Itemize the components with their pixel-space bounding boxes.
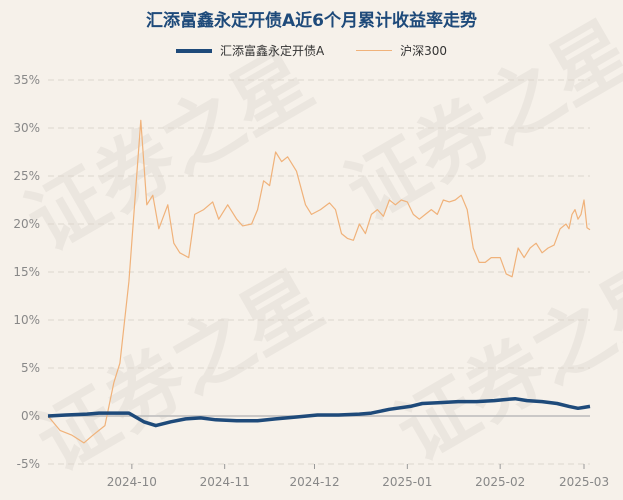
x-tick-label: 2025-02 — [475, 475, 525, 489]
grid-lines — [48, 79, 590, 465]
y-tick-label: 30% — [13, 121, 40, 135]
y-tick-label: 25% — [13, 169, 40, 183]
x-axis: 2024-10 2024-11 2024-12 2025-01 2025-02 2025-… — [107, 464, 609, 489]
legend-item-fund[interactable]: 汇添富鑫永定开债A — [175, 42, 325, 59]
legend-swatch-index — [356, 50, 393, 51]
y-tick-label: 35% — [13, 73, 40, 87]
legend-item-index[interactable]: 沪深300 — [356, 42, 447, 59]
legend-label-fund: 汇添富鑫永定开债A — [219, 44, 325, 58]
legend-label-index: 沪深300 — [400, 44, 448, 58]
chart-legend: 汇添富鑫永定开债A 沪深300 — [0, 42, 623, 59]
series-lines — [47, 119, 591, 444]
y-tick-label: 20% — [13, 217, 40, 231]
y-tick-label: 0% — [21, 409, 40, 423]
y-tick-label: 5% — [21, 361, 40, 375]
x-tick-label: 2025-03 — [559, 475, 609, 489]
y-tick-label: 15% — [13, 265, 40, 279]
series-line-fund[interactable] — [47, 396, 591, 428]
x-tick-label: 2025-01 — [382, 475, 432, 489]
y-axis: -5% 0% 5% 10% 15% 20% 25% 30% 35% — [13, 73, 40, 471]
legend-swatch-fund — [175, 48, 212, 53]
chart-title: 汇添富鑫永定开债A近6个月累计收益率走势 — [146, 11, 477, 31]
x-tick-label: 2024-11 — [200, 475, 250, 489]
y-tick-label: -5% — [17, 457, 40, 471]
x-tick-label: 2024-12 — [289, 475, 339, 489]
x-tick-label: 2024-10 — [107, 475, 157, 489]
series-line-index[interactable] — [47, 119, 591, 444]
y-tick-label: 10% — [13, 313, 40, 327]
